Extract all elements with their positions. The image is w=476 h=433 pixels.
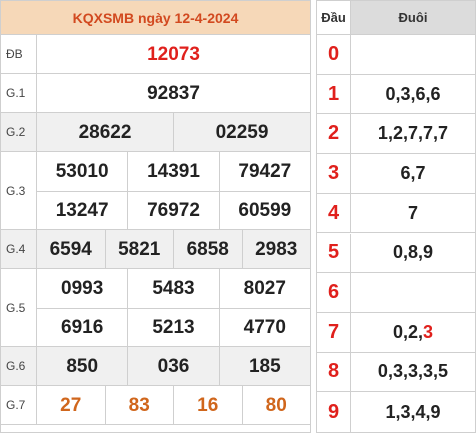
prize-number: 6594: [37, 230, 106, 269]
dau-digit: 4: [317, 193, 351, 233]
prize-number: 16: [174, 386, 243, 425]
loto-row: 7 0,2, 3: [317, 312, 475, 353]
prize-label: G.2: [1, 113, 37, 151]
prize-number: 02259: [215, 121, 269, 143]
prize-row: G.5 0993 5483 8027 6916 5213 4770: [1, 269, 310, 347]
prize-number: 5483: [128, 269, 220, 308]
duoi-digits: 1,3,4,9: [385, 401, 441, 422]
dau-digit: 8: [317, 352, 351, 392]
dau-digit: 0: [317, 35, 351, 74]
prize-number: 76972: [128, 192, 220, 230]
prize-numbers: 53010 14391 79427 13247 76972 60599: [37, 152, 310, 230]
dau-digit: 9: [317, 392, 351, 432]
prize-label: G.1: [1, 74, 37, 112]
prize-number: 28622: [37, 113, 174, 152]
prize-number: 2983: [255, 238, 298, 260]
prize-number: 92837: [147, 82, 200, 104]
prize-line: 53010 14391 79427: [37, 152, 310, 191]
loto-row: 1 0,3,6,6: [317, 74, 475, 115]
prize-label: G.5: [1, 269, 37, 346]
prize-number: 036: [128, 347, 220, 386]
prize-number: 14391: [128, 152, 220, 191]
dau-digit: 7: [317, 312, 351, 352]
prize-number: 53010: [37, 152, 129, 191]
results-title: KQXSMB ngày 12-4-2024: [1, 1, 310, 35]
prize-line: 6916 5213 4770: [37, 308, 310, 347]
duoi-digits: 0,8,9: [392, 242, 434, 263]
prize-number: 60599: [238, 200, 292, 221]
dau-digit: 6: [317, 273, 351, 312]
prize-numbers: 27 83 16 80: [37, 386, 310, 425]
duoi-header: Đuôi: [351, 1, 475, 34]
prize-numbers: 92837: [37, 74, 310, 112]
prize-numbers: 28622 02259: [37, 113, 310, 152]
dau-digit: 1: [317, 74, 351, 114]
prize-row: ĐB 12073: [1, 35, 310, 74]
loto-row: 5 0,8,9: [317, 233, 475, 274]
prize-line: 6594 5821 6858 2983: [37, 230, 310, 269]
prize-line: 92837: [37, 74, 310, 113]
duoi-digits: [351, 35, 475, 74]
loto-row: 8 0,3,3,3,5: [317, 352, 475, 393]
duoi-digits: 1,2,7,7,7: [377, 123, 449, 144]
prize-line: 0993 5483 8027: [37, 269, 310, 308]
prize-row: G.7 27 83 16 80: [1, 386, 310, 425]
loto-header: Đầu Đuôi: [317, 1, 475, 35]
prize-numbers: 6594 5821 6858 2983: [37, 230, 310, 269]
prize-label: G.7: [1, 386, 37, 424]
prize-label: ĐB: [1, 35, 37, 73]
prize-row: G.1 92837: [1, 74, 310, 113]
duoi-digits: 6,7: [400, 162, 426, 183]
prize-line: 12073: [37, 35, 310, 74]
prize-row: G.2 28622 02259: [1, 113, 310, 152]
prize-number: 6858: [174, 230, 243, 269]
highlighted-digit: 3: [423, 321, 434, 342]
duoi-digits: 0,2, 3: [392, 321, 434, 342]
prize-row: G.6 850 036 185: [1, 347, 310, 386]
prize-line: 27 83 16 80: [37, 386, 310, 425]
prize-number: 80: [265, 394, 287, 416]
prize-number: 4770: [243, 317, 286, 338]
prize-line: 850 036 185: [37, 347, 310, 386]
loto-table: Đầu Đuôi 0 1 0,3,6,6 2 1,2,7,7,7 3 6,7 4 7 5 0,8,9…: [316, 0, 476, 433]
prize-number: 5821: [106, 230, 174, 269]
prize-label: G.3: [1, 152, 37, 229]
results-table: KQXSMB ngày 12-4-2024 ĐB 12073 G.1 92837 G.2…: [0, 0, 311, 433]
prize-number: 6916: [37, 309, 129, 347]
prize-number: 850: [37, 347, 129, 386]
prize-line: 13247 76972 60599: [37, 191, 310, 230]
duoi-digits: 0,3,3,3,5: [377, 361, 449, 382]
prize-line: 28622 02259: [37, 113, 310, 152]
loto-row: 0: [317, 35, 475, 75]
loto-row: 6: [317, 273, 475, 313]
dau-digit: 5: [317, 233, 351, 273]
dau-digit: 3: [317, 154, 351, 193]
prize-numbers: 850 036 185: [37, 347, 310, 386]
prize-number: 12073: [147, 43, 200, 65]
dau-digit: 2: [317, 114, 351, 154]
prize-row: G.4 6594 5821 6858 2983: [1, 230, 310, 269]
loto-row: 3 6,7: [317, 154, 475, 194]
prize-number: 0993: [37, 269, 129, 308]
prize-number: 185: [248, 355, 281, 377]
dau-header: Đầu: [317, 1, 351, 34]
prize-number: 8027: [243, 277, 286, 299]
duoi-digits: 7: [407, 202, 418, 223]
prize-number: 83: [106, 386, 174, 425]
loto-row: 9 1,3,4,9: [317, 392, 475, 432]
prize-label: G.4: [1, 230, 37, 268]
prize-number: 79427: [238, 160, 292, 182]
prize-row: G.3 53010 14391 79427 13247 76972 60599: [1, 152, 310, 230]
prize-numbers: 0993 5483 8027 6916 5213 4770: [37, 269, 310, 347]
prize-numbers: 12073: [37, 35, 310, 73]
prize-number: 27: [37, 386, 106, 425]
prize-number: 5213: [128, 309, 220, 347]
loto-row: 2 1,2,7,7,7: [317, 114, 475, 155]
duoi-digits: 0,3,6,6: [385, 83, 441, 104]
prize-label: G.6: [1, 347, 37, 385]
prize-number: 13247: [37, 192, 129, 230]
duoi-digits: [351, 273, 475, 312]
